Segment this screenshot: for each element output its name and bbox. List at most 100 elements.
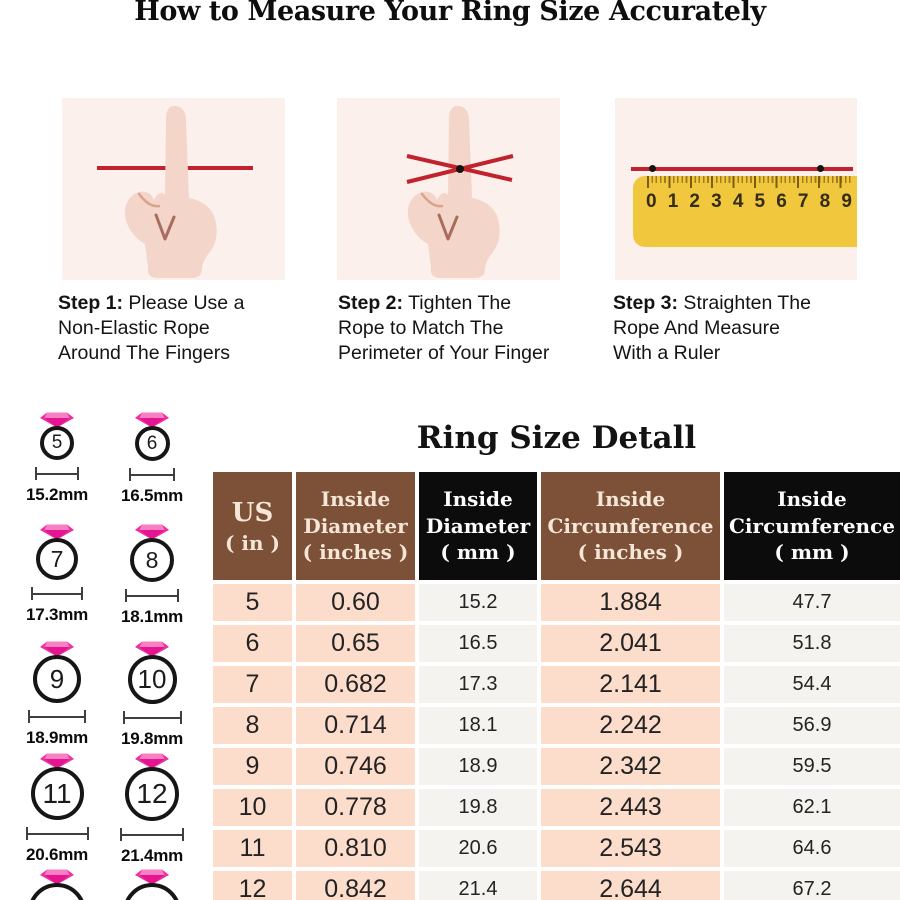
caption-line: Around The Fingers bbox=[58, 342, 230, 364]
table-cell: 15.2 bbox=[419, 584, 537, 621]
table-cell: 0.746 bbox=[296, 748, 415, 785]
caption-line: Rope to Match The bbox=[338, 317, 504, 339]
table-cell: 59.5 bbox=[724, 748, 900, 785]
page-title: How to Measure Your Ring Size Accurately bbox=[134, 0, 766, 27]
table-cell: 67.2 bbox=[724, 871, 900, 900]
caption-line: With a Ruler bbox=[613, 342, 721, 364]
ring-diameter-label: 20.6mm bbox=[25, 845, 89, 864]
table-cell: 7 bbox=[213, 666, 292, 703]
table-cell: 17.3 bbox=[419, 666, 537, 703]
ring-size-7: 7 17.3mm bbox=[10, 524, 104, 625]
table-cell: 8 bbox=[213, 707, 292, 744]
table-cell: 12 bbox=[213, 871, 292, 900]
ring-size-5: 5 15.2mm bbox=[10, 412, 104, 505]
step2-illustration bbox=[337, 98, 560, 280]
table-cell: 21.4 bbox=[419, 871, 537, 900]
table-cell: 2.543 bbox=[541, 830, 720, 867]
table-cell: 2.242 bbox=[541, 707, 720, 744]
ring-band: 10 bbox=[127, 655, 177, 704]
table-cell: 0.842 bbox=[296, 871, 415, 900]
table-cell: 2.041 bbox=[541, 625, 720, 662]
table-cell: 56.9 bbox=[724, 707, 900, 744]
ruler-number: 9 bbox=[841, 191, 852, 212]
ring-partial bbox=[105, 869, 199, 900]
ring-band bbox=[28, 883, 86, 900]
ring-band bbox=[123, 883, 181, 900]
caption-line: Step 3: Straighten The bbox=[613, 292, 811, 314]
ring-size-11: 11 20.6mm bbox=[10, 753, 104, 865]
step1-caption: Step 1: Please Use a Non-Elastic Rope Ar… bbox=[58, 291, 338, 366]
table-cell: 64.6 bbox=[724, 830, 900, 867]
table-cell: 20.6 bbox=[419, 830, 537, 867]
ring-size-6: 6 16.5mm bbox=[105, 412, 199, 506]
ring-size-8: 8 18.1mm bbox=[105, 524, 199, 627]
ring-diameter-label: 15.2mm bbox=[25, 485, 89, 504]
diameter-bracket bbox=[129, 468, 175, 481]
table-cell: 0.60 bbox=[296, 584, 415, 621]
table-cell: 10 bbox=[213, 789, 292, 826]
ring-diameter-label: 18.9mm bbox=[25, 728, 89, 747]
ring-size-number: 8 bbox=[145, 546, 159, 573]
ruler-number: 8 bbox=[819, 191, 831, 212]
table-cell: 1.884 bbox=[541, 584, 720, 621]
diameter-bracket bbox=[125, 589, 179, 602]
ring-band: 7 bbox=[36, 538, 78, 580]
step3-illustration: 0 1 2 3 4 5 6 7 8 9 bbox=[615, 98, 857, 280]
table-cell: 19.8 bbox=[419, 789, 537, 826]
ruler-number: 3 bbox=[711, 191, 722, 212]
table-cell: 47.7 bbox=[724, 584, 900, 621]
ruler-number: 7 bbox=[797, 191, 809, 212]
table-cell: 0.810 bbox=[296, 830, 415, 867]
rope-end-dot bbox=[649, 165, 656, 172]
ring-size-number: 9 bbox=[49, 663, 65, 694]
table-cell: 16.5 bbox=[419, 625, 537, 662]
step-label: Step 3: bbox=[613, 292, 679, 314]
table-cell: 6 bbox=[213, 625, 292, 662]
ruler-number: 2 bbox=[689, 191, 700, 212]
column-header-inside-diameter-inches: Inside Diameter ( inches ) bbox=[296, 472, 415, 580]
ring-size-table: US ( in ) Inside Diameter ( inches ) Ins… bbox=[213, 472, 900, 900]
ring-band: 12 bbox=[125, 767, 179, 821]
diameter-bracket bbox=[122, 711, 182, 724]
ring-size-number: 7 bbox=[50, 545, 64, 572]
ring-size-number: 5 bbox=[51, 432, 63, 453]
ring-size-number: 11 bbox=[42, 777, 72, 809]
diameter-bracket bbox=[35, 467, 79, 480]
table-cell: 2.141 bbox=[541, 666, 720, 703]
ring-size-number: 10 bbox=[137, 664, 167, 694]
table-cell: 62.1 bbox=[724, 789, 900, 826]
diameter-bracket bbox=[28, 710, 86, 723]
ring-diameter-label: 17.3mm bbox=[25, 605, 89, 624]
ring-diameter-label: 16.5mm bbox=[120, 486, 184, 505]
caption-line: Perimeter of Your Finger bbox=[338, 342, 550, 364]
rope-line bbox=[631, 167, 853, 171]
ring-size-number: 6 bbox=[146, 432, 158, 454]
step2-caption: Step 2: Tighten The Rope to Match The Pe… bbox=[338, 291, 618, 366]
table-cell: 18.9 bbox=[419, 748, 537, 785]
caption-line: Non-Elastic Rope bbox=[58, 317, 210, 339]
ring-diameter-label: 19.8mm bbox=[120, 729, 184, 748]
ruler-numbers: 0 1 2 3 4 5 6 7 8 9 bbox=[646, 191, 852, 213]
step-label: Step 2: bbox=[338, 292, 404, 314]
ruler-number: 0 bbox=[646, 191, 657, 212]
hand-pointing-icon bbox=[123, 104, 219, 280]
table-cell: 5 bbox=[213, 584, 292, 621]
column-header-inside-circumference-inches: Inside Circumference ( inches ) bbox=[541, 472, 720, 580]
ruler-illustration: 0 1 2 3 4 5 6 7 8 9 bbox=[633, 176, 857, 247]
table-cell: 0.65 bbox=[296, 625, 415, 662]
table-cell: 9 bbox=[213, 748, 292, 785]
ring-band: 11 bbox=[30, 767, 84, 820]
table-cell: 0.778 bbox=[296, 789, 415, 826]
table-cell: 0.714 bbox=[296, 707, 415, 744]
ring-diameter-label: 18.1mm bbox=[120, 607, 184, 626]
table-cell: 0.682 bbox=[296, 666, 415, 703]
column-header-us: US ( in ) bbox=[213, 472, 292, 580]
step-label: Step 1: bbox=[58, 292, 124, 314]
ruler-number: 6 bbox=[776, 191, 787, 212]
ring-band: 9 bbox=[33, 655, 81, 703]
ring-band: 8 bbox=[130, 538, 174, 582]
column-header-inside-circumference-mm: Inside Circumference ( mm ) bbox=[724, 472, 900, 580]
ring-size-12: 12 21.4mm bbox=[105, 753, 199, 866]
ruler-number: 4 bbox=[732, 191, 744, 212]
ring-size-9: 9 18.9mm bbox=[10, 641, 104, 748]
